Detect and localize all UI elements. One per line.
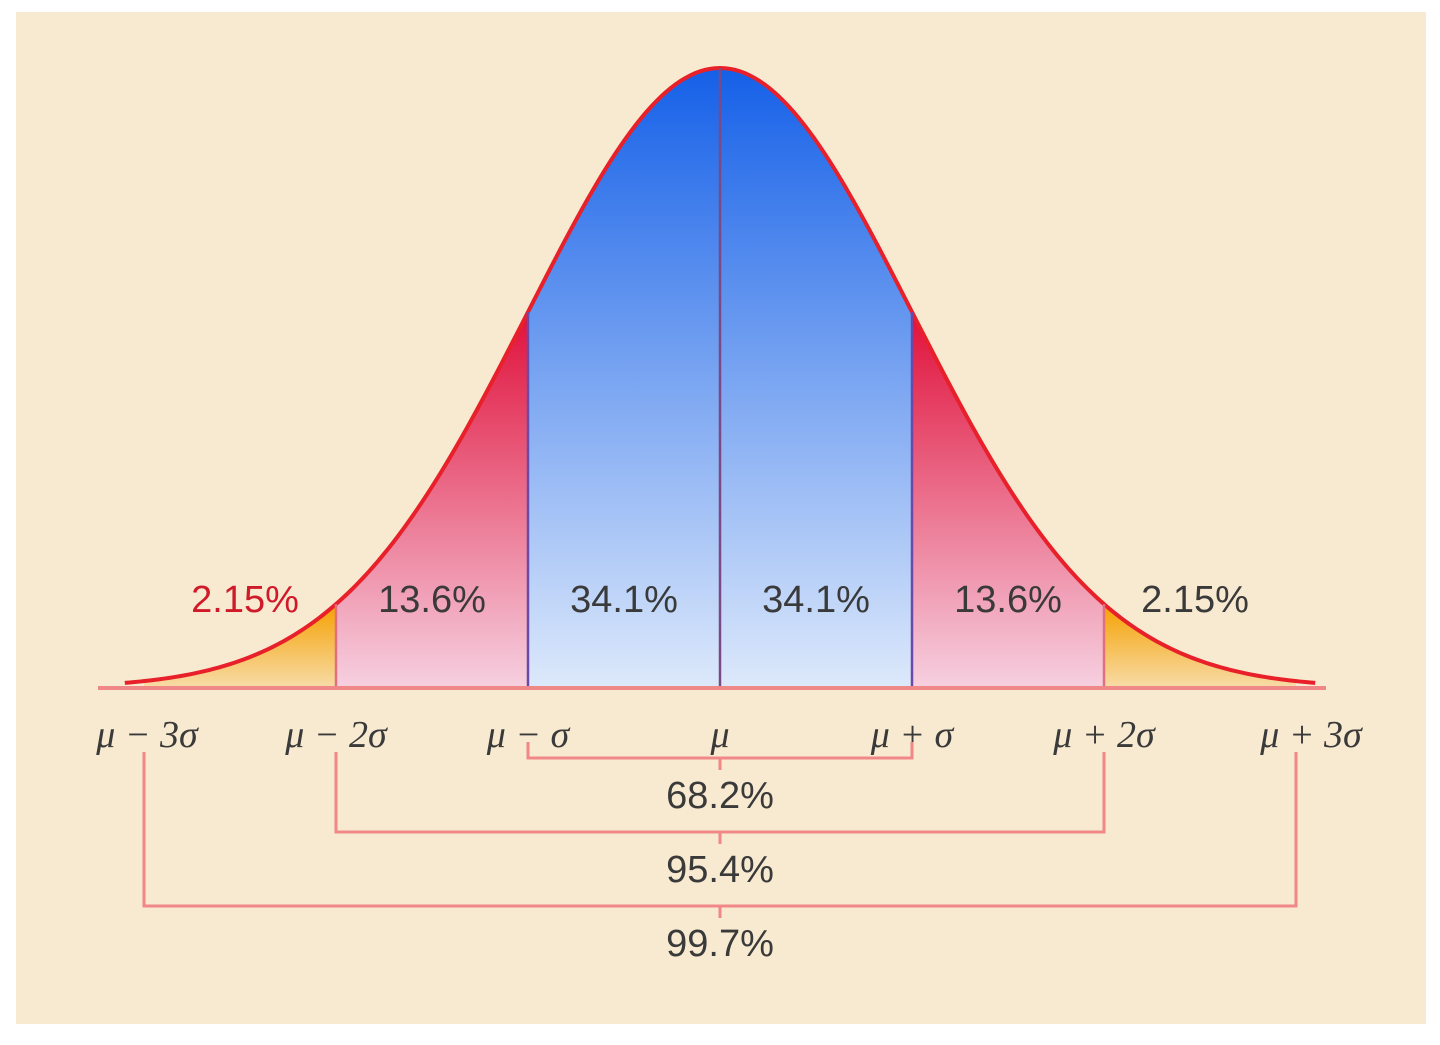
segment-label-4: 34.1% xyxy=(762,579,870,621)
region-fill-1 xyxy=(144,604,336,688)
segment-label-3: 34.1% xyxy=(570,579,678,621)
tick-label-sigma--3: μ − 3σ xyxy=(95,714,199,756)
tick-label-sigma-3: μ + 3σ xyxy=(1259,714,1363,756)
range-label-2sigma: 95.4% xyxy=(666,849,774,891)
segment-label-2: 13.6% xyxy=(378,579,486,621)
region-fill-6 xyxy=(1104,604,1296,688)
tick-label-sigma-2: μ + 2σ xyxy=(1052,714,1156,756)
tick-label-sigma--2: μ − 2σ xyxy=(284,714,388,756)
segment-label-1: 2.15% xyxy=(191,579,299,621)
range-label-1sigma: 68.2% xyxy=(666,775,774,817)
segment-label-5: 13.6% xyxy=(954,579,1062,621)
tick-label-sigma-0: μ xyxy=(709,714,729,756)
segment-label-6: 2.15% xyxy=(1141,579,1249,621)
range-label-3sigma: 99.7% xyxy=(666,923,774,965)
